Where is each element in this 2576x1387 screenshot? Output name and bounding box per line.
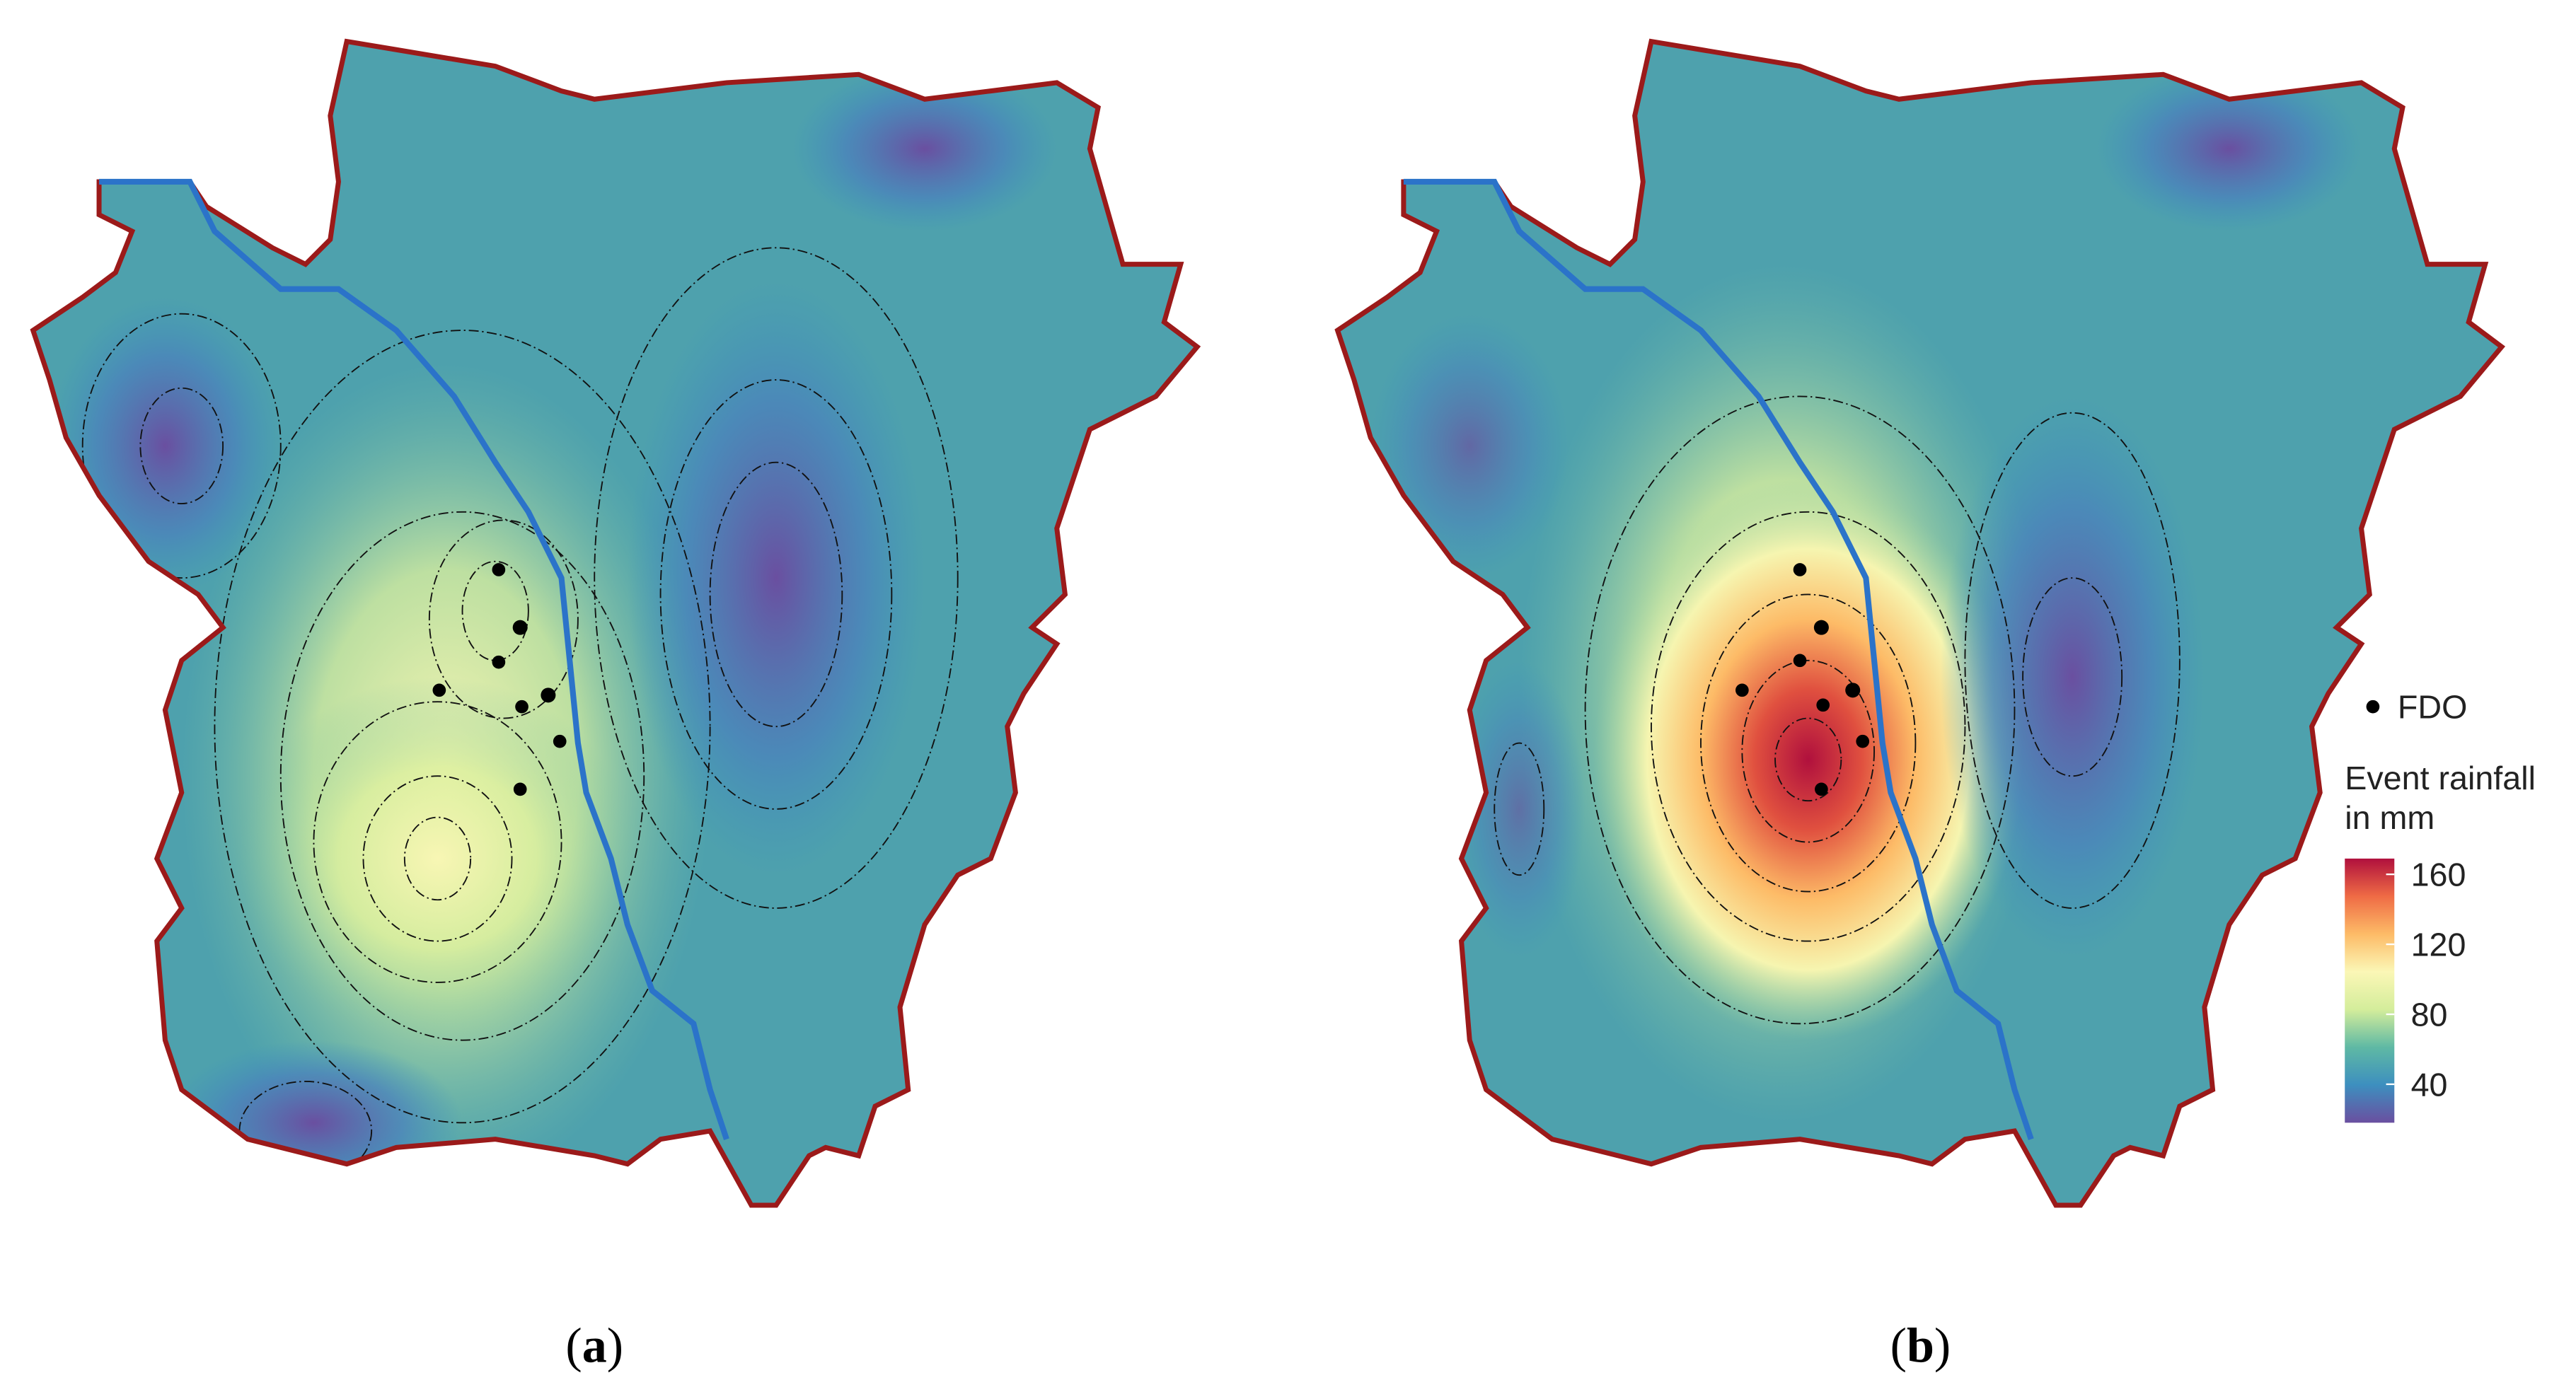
colorbar-tick-label: 40 [2411, 1066, 2448, 1103]
colorbar-tick-label: 120 [2411, 926, 2466, 963]
legend-label: FDO [2398, 689, 2467, 726]
river [99, 178, 729, 1140]
colorbar-tick-label: 80 [2411, 996, 2448, 1033]
fdo-points [1735, 563, 1870, 796]
map-a [0, 0, 1255, 1255]
legend-title: in mm [2345, 799, 2435, 836]
contours [81, 247, 959, 1181]
colorbar-tick-label: 160 [2411, 856, 2466, 893]
panel-label: (b) [1890, 1319, 1951, 1374]
fdo-points [432, 563, 567, 796]
colorbar [2345, 858, 2395, 1123]
legend-title: Event rainfall [2345, 760, 2536, 796]
panel-label: (a) [565, 1319, 623, 1374]
legend: FDO Event rainfall in mm 40 80 120 160 [2345, 689, 2536, 1123]
legend-marker [2366, 700, 2380, 714]
river [1403, 178, 2034, 1140]
